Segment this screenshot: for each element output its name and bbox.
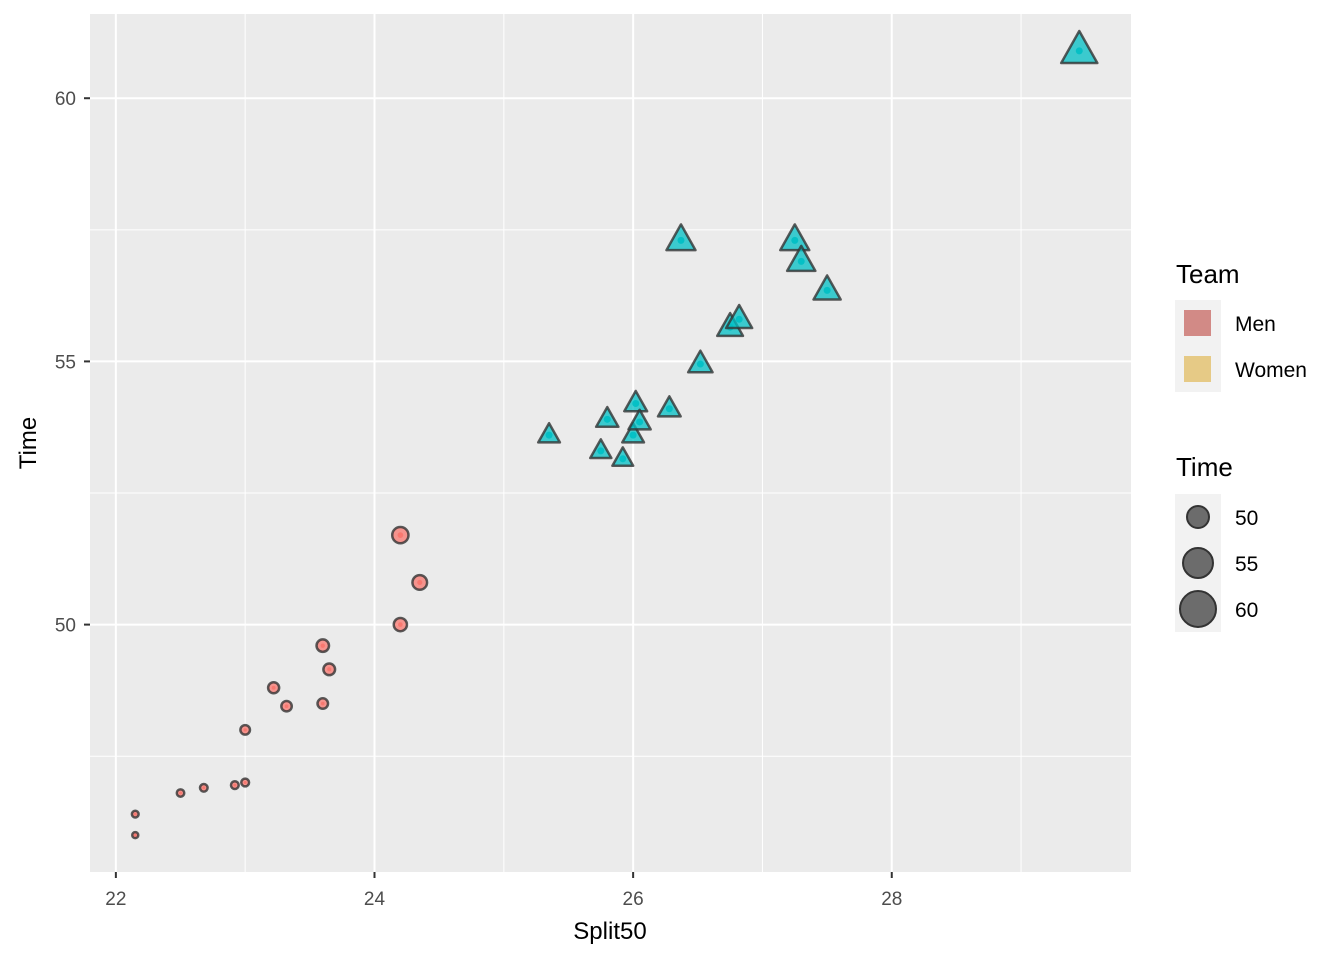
minor-gridlines [90, 14, 1131, 872]
women-point-center [1075, 47, 1083, 55]
men-point-center [202, 786, 206, 790]
women-point-center [791, 236, 799, 244]
x-tick-label: 22 [105, 889, 126, 910]
legend-size-55-label: 55 [1235, 553, 1258, 576]
legend-time: Time 50 55 60 [1175, 452, 1258, 632]
men-point-center [284, 704, 289, 709]
women-point-center [597, 447, 605, 455]
women-point-center [603, 415, 611, 423]
legend-size-60-marker [1179, 590, 1217, 628]
men-point-center [243, 781, 247, 785]
y-tick-label: 50 [55, 616, 76, 637]
women-point-center [629, 431, 637, 439]
women-point-center [632, 400, 640, 408]
women-point-center [696, 360, 704, 368]
legend-women-swatch [1184, 356, 1211, 382]
legend-men-swatch [1184, 310, 1211, 336]
men-point-center [327, 667, 332, 672]
legend-team-title: Team [1176, 259, 1240, 289]
legend-size-60-label: 60 [1235, 599, 1258, 622]
men-point-center [320, 643, 325, 648]
legend-size-50-marker [1186, 505, 1210, 529]
data-points [130, 29, 1099, 840]
women-point-center [735, 315, 743, 323]
y-axis-title: Time [15, 417, 42, 469]
men-point-center [233, 783, 237, 787]
men-point-center [397, 532, 404, 538]
y-tick-labels: 50 55 60 [55, 89, 76, 636]
women-point-center [545, 431, 553, 439]
axis-ticks [84, 97, 893, 878]
men-point-center [398, 622, 403, 627]
women-point-center [677, 236, 685, 244]
men-point-center [133, 833, 137, 837]
y-tick-label: 55 [55, 352, 76, 373]
men-point-center [179, 791, 183, 795]
x-tick-label: 26 [623, 889, 644, 910]
men-point-center [133, 812, 137, 816]
men-point-center [271, 685, 276, 690]
women-point-center [665, 405, 673, 413]
major-gridlines [90, 14, 1131, 872]
women-point [1059, 29, 1099, 65]
men-point-center [320, 701, 325, 706]
legend-women-label: Women [1235, 359, 1307, 382]
women-point-center [636, 418, 644, 426]
men-point-center [243, 728, 247, 732]
x-tick-label: 28 [881, 889, 902, 910]
x-axis-title: Split50 [573, 918, 646, 945]
legend-team: Team Men Women [1175, 259, 1307, 392]
legend-size-50-label: 50 [1235, 507, 1258, 530]
x-tick-labels: 22 24 26 28 [105, 889, 902, 910]
men-point-center [417, 579, 423, 586]
legend-size-55-marker [1182, 547, 1214, 579]
legend-time-title: Time [1176, 452, 1233, 482]
legend-men-label: Men [1235, 313, 1276, 336]
women-point-center [823, 286, 831, 294]
women-point-center [619, 455, 627, 463]
plot-panel [90, 14, 1131, 872]
women-point-center [797, 257, 805, 265]
y-tick-label: 60 [55, 89, 76, 110]
x-tick-label: 24 [364, 889, 386, 910]
